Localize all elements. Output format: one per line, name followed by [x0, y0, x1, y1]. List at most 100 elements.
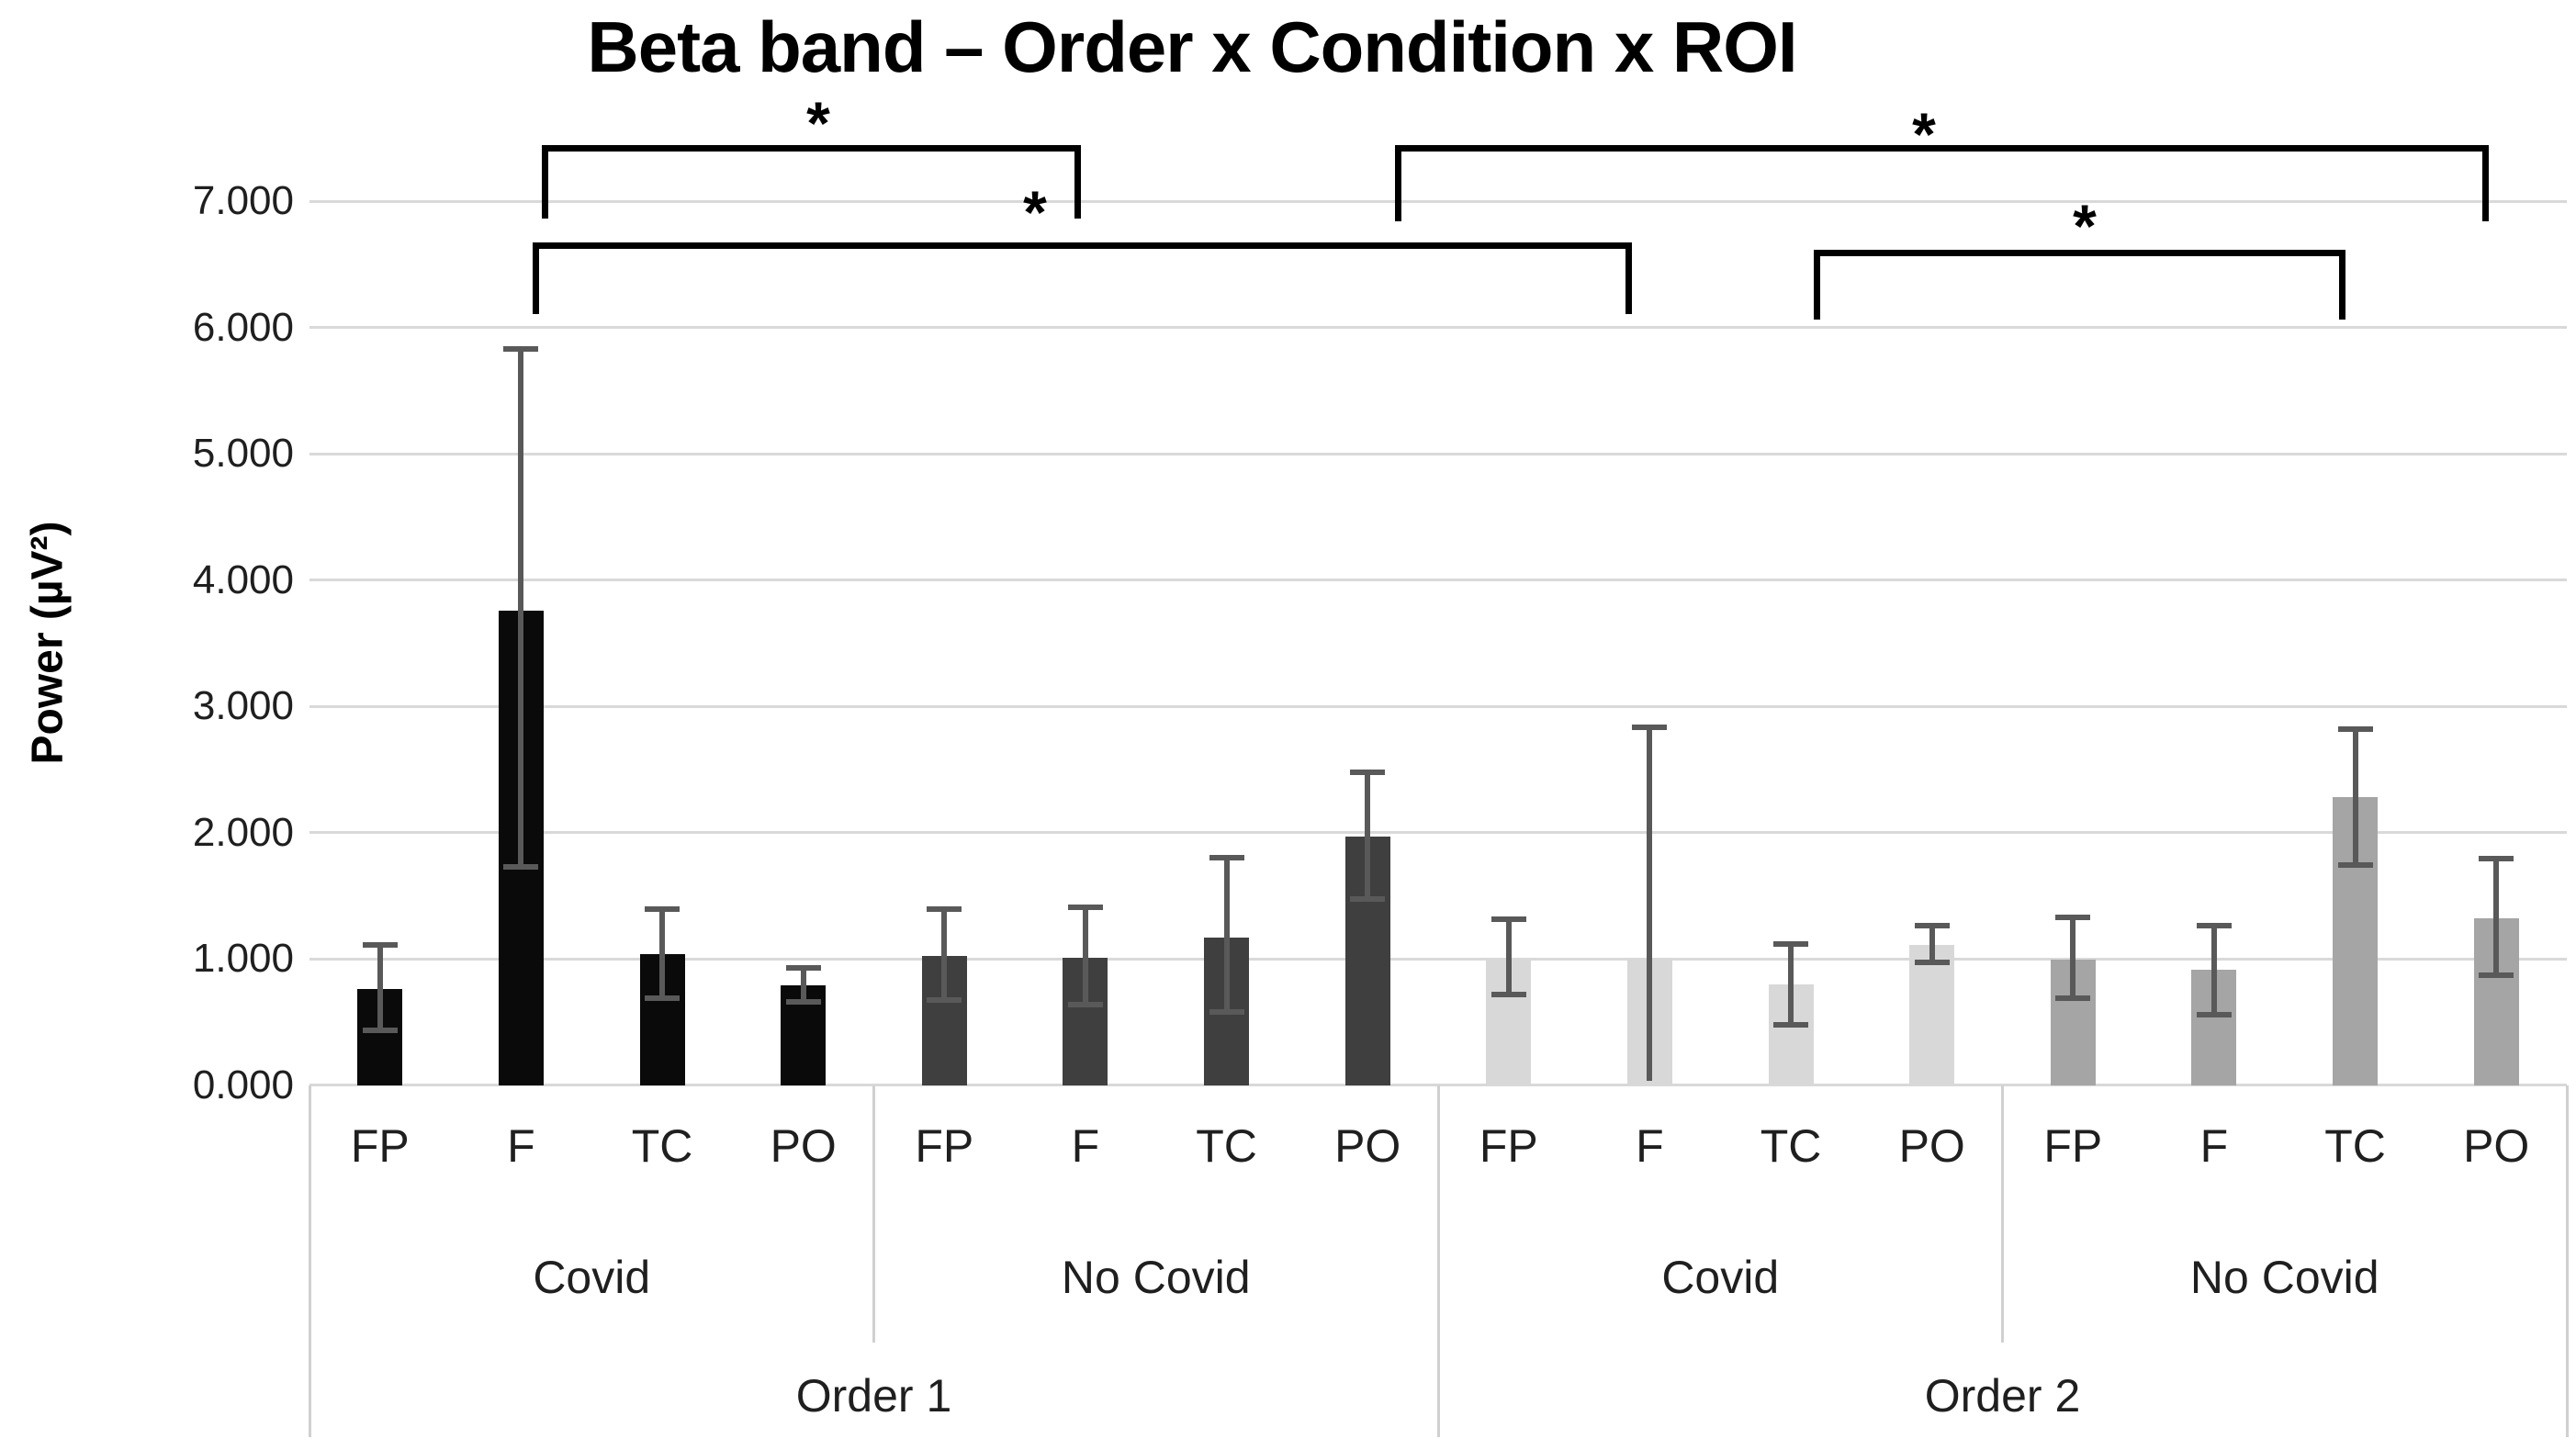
x-tick-label-order-1-no-covid-f: F: [1071, 1120, 1100, 1172]
error-cap-bottom-order-2-covid-po: [1914, 960, 1950, 966]
error-cap-top-order-1-covid-tc: [645, 906, 681, 913]
y-axis-tick-label: 1.000: [192, 936, 294, 981]
condition-label-1-no-covid: No Covid: [1061, 1252, 1251, 1303]
significance-star-2: *: [1912, 99, 1936, 168]
error-bar-order-1-no-covid-fp: [941, 909, 948, 1001]
x-tick-label-order-1-covid-f: F: [507, 1120, 535, 1172]
error-cap-top-order-2-covid-f: [1632, 725, 1668, 731]
axis-separator-4: [2565, 1085, 2569, 1437]
x-tick-label-order-1-covid-po: PO: [770, 1120, 837, 1172]
gridline-5-000: [309, 452, 2567, 455]
error-bar-order-1-no-covid-po: [1365, 771, 1371, 900]
error-cap-bottom-order-1-covid-f: [503, 863, 539, 870]
error-bar-order-1-covid-po: [800, 967, 806, 1002]
significance-bracket-3-horizontal: [1814, 250, 2345, 256]
x-tick-label-order-2-no-covid-fp: FP: [2043, 1120, 2103, 1172]
x-tick-label-order-1-no-covid-po: PO: [1334, 1120, 1401, 1172]
error-cap-bottom-order-1-no-covid-f: [1067, 1001, 1103, 1007]
condition-label-3-no-covid: No Covid: [2189, 1252, 2379, 1303]
chart-title: Beta band – Order x Condition x ROI: [587, 6, 1797, 87]
x-tick-label-order-1-covid-tc: TC: [631, 1120, 693, 1172]
error-cap-bottom-order-2-no-covid-po: [2479, 972, 2514, 978]
error-bar-order-2-no-covid-fp: [2070, 916, 2076, 998]
significance-star-3: *: [2073, 191, 2097, 260]
error-cap-bottom-order-1-covid-po: [785, 998, 821, 1005]
x-tick-label-order-1-covid-fp: FP: [350, 1120, 410, 1172]
gridline-7-000: [309, 199, 2567, 203]
y-axis-title: Power (µV²): [23, 521, 73, 765]
error-bar-order-2-no-covid-tc: [2352, 728, 2358, 866]
error-bar-order-2-no-covid-po: [2493, 859, 2500, 975]
y-axis-tick-label: 7.000: [192, 178, 294, 223]
error-cap-top-order-1-covid-fp: [362, 941, 398, 948]
significance-bracket-3-right-tip: [2339, 250, 2345, 320]
significance-bracket-2-left-tip: [1395, 145, 1401, 221]
x-tick-label-order-2-covid-f: F: [1636, 1120, 1664, 1172]
y-axis-tick-label: 2.000: [192, 809, 294, 855]
x-tick-label-order-2-no-covid-f: F: [2199, 1120, 2229, 1172]
gridline-4-000: [309, 579, 2567, 581]
condition-label-2-covid: Covid: [1661, 1252, 1780, 1303]
error-bar-order-1-covid-fp: [377, 944, 383, 1031]
error-bar-order-2-covid-po: [1929, 926, 1935, 963]
x-tick-label-order-2-no-covid-po: PO: [2463, 1120, 2530, 1172]
axis-separator-3: [2001, 1085, 2004, 1343]
error-cap-bottom-order-1-covid-fp: [362, 1028, 398, 1034]
significance-bracket-2-horizontal: [1395, 145, 2489, 152]
error-cap-top-order-1-covid-f: [503, 345, 539, 352]
error-cap-bottom-order-2-no-covid-fp: [2055, 995, 2091, 1001]
axis-separator-2: [1436, 1085, 1440, 1437]
gridline-3-000: [309, 704, 2567, 708]
error-cap-top-order-1-covid-po: [785, 964, 821, 971]
significance-bracket-1-horizontal: [533, 242, 1632, 249]
y-axis-tick-label: 4.000: [192, 556, 294, 602]
y-axis-tick-label: 3.000: [192, 683, 294, 728]
error-cap-top-order-2-no-covid-f: [2196, 923, 2232, 929]
gridline-1-000: [309, 957, 2567, 961]
error-cap-top-order-2-covid-tc: [1773, 940, 1809, 947]
order-label-order-2: Order 2: [1924, 1370, 2081, 1422]
axis-separator-0: [308, 1085, 311, 1437]
error-cap-top-order-1-no-covid-f: [1067, 904, 1103, 910]
x-tick-label-order-2-covid-fp: FP: [1479, 1120, 1538, 1172]
gridline-2-000: [309, 831, 2567, 834]
error-cap-bottom-order-1-no-covid-fp: [927, 997, 962, 1004]
error-cap-bottom-order-2-covid-tc: [1773, 1021, 1809, 1028]
error-cap-top-order-1-no-covid-tc: [1209, 855, 1244, 860]
error-cap-bottom-order-1-no-covid-tc: [1209, 1008, 1244, 1015]
order-label-order-1: Order 1: [795, 1370, 952, 1422]
error-cap-top-order-2-no-covid-fp: [2055, 914, 2091, 920]
error-bar-order-1-no-covid-f: [1082, 906, 1088, 1005]
x-tick-label-order-1-no-covid-fp: FP: [915, 1120, 974, 1172]
y-axis-tick-label: 5.000: [192, 431, 294, 476]
condition-label-0-covid: Covid: [533, 1252, 651, 1303]
significance-bracket-3-left-tip: [1814, 250, 1820, 320]
error-cap-top-order-2-no-covid-tc: [2337, 725, 2373, 732]
error-cap-top-order-1-no-covid-fp: [927, 906, 962, 913]
significance-star-0: *: [806, 88, 830, 157]
gridline-6-000: [309, 326, 2567, 329]
significance-bracket-1-right-tip: [1625, 242, 1632, 314]
y-axis-tick-label: 6.000: [192, 304, 294, 350]
error-bar-order-1-covid-f: [518, 348, 524, 867]
error-cap-top-order-2-no-covid-po: [2479, 856, 2514, 862]
error-cap-top-order-1-no-covid-po: [1350, 769, 1386, 775]
error-cap-bottom-order-1-no-covid-po: [1350, 896, 1386, 903]
y-axis-tick-label: 0.000: [192, 1062, 294, 1107]
significance-bracket-0-horizontal: [542, 145, 1081, 152]
error-bar-order-1-covid-tc: [659, 909, 666, 998]
error-bar-order-2-covid-f: [1647, 727, 1653, 1082]
x-tick-label-order-2-covid-tc: TC: [1760, 1120, 1822, 1172]
error-cap-top-order-2-covid-po: [1914, 923, 1950, 929]
significance-bracket-1-left-tip: [533, 242, 539, 314]
error-bar-order-2-covid-fp: [1505, 919, 1512, 995]
error-cap-bottom-order-2-no-covid-f: [2196, 1011, 2232, 1017]
error-cap-bottom-order-1-covid-tc: [645, 995, 681, 1001]
error-cap-bottom-order-2-no-covid-tc: [2337, 862, 2373, 869]
bar-order-2-covid-po: [1909, 944, 1955, 1085]
significance-bracket-2-right-tip: [2482, 145, 2489, 221]
significance-bracket-0-right-tip: [1074, 145, 1081, 219]
axis-separator-1: [872, 1085, 875, 1343]
significance-bracket-0-left-tip: [542, 145, 548, 219]
